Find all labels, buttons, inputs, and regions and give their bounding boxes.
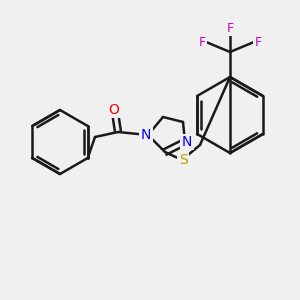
Text: S: S (178, 153, 188, 167)
Text: F: F (254, 35, 262, 49)
Text: F: F (226, 22, 234, 34)
Text: N: N (141, 128, 151, 142)
Text: F: F (198, 35, 206, 49)
Text: O: O (109, 103, 119, 117)
Text: N: N (182, 135, 192, 149)
